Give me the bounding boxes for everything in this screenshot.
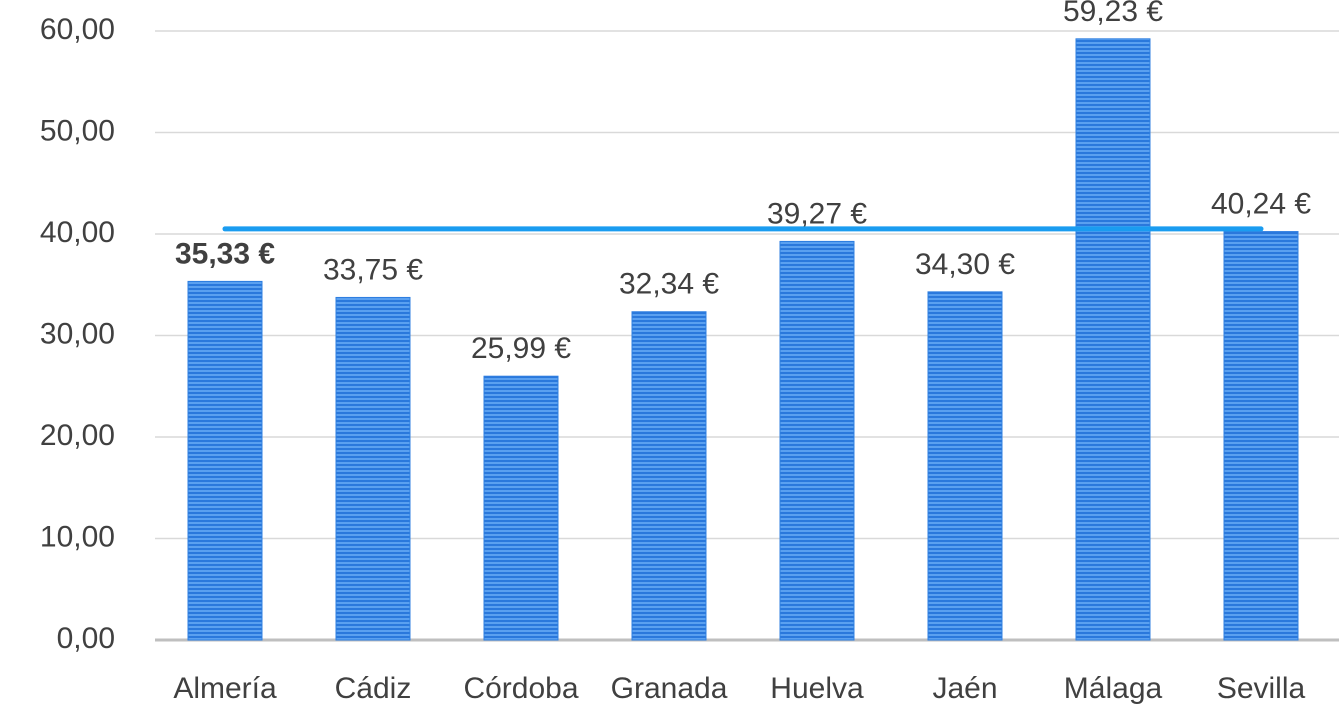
bar [631,311,707,641]
bar [779,240,855,641]
x-tick-label: Huelva [770,672,864,705]
bar [483,375,559,641]
data-label: 25,99 € [471,332,571,365]
x-tick-label: Córdoba [463,672,578,705]
data-label: 40,24 € [1211,187,1311,220]
x-tick-label: Sevilla [1217,672,1306,705]
bar [187,280,263,641]
x-tick-label: Málaga [1064,672,1163,705]
x-tick-label: Jaén [932,672,997,705]
y-tick-label: 20,00 [40,419,115,452]
data-label: 33,75 € [323,253,423,286]
y-tick-label: 50,00 [40,114,115,147]
data-label: 34,30 € [915,248,1015,281]
x-tick-label: Granada [611,672,728,705]
y-tick-label: 40,00 [40,216,115,249]
data-label: 35,33 € [175,237,275,270]
data-label: 32,34 € [619,268,719,301]
y-tick-label: 30,00 [40,317,115,350]
y-tick-label: 10,00 [40,520,115,553]
y-tick-label: 0,00 [57,622,115,655]
bar [335,296,411,641]
x-tick-label: Cádiz [335,672,412,705]
bar [1075,38,1151,641]
bar [927,291,1003,641]
bar [1223,231,1299,641]
data-label: 59,23 € [1063,0,1163,28]
x-tick-label: Almería [173,672,277,705]
data-label: 39,27 € [767,197,867,230]
y-tick-label: 60,00 [40,13,115,46]
